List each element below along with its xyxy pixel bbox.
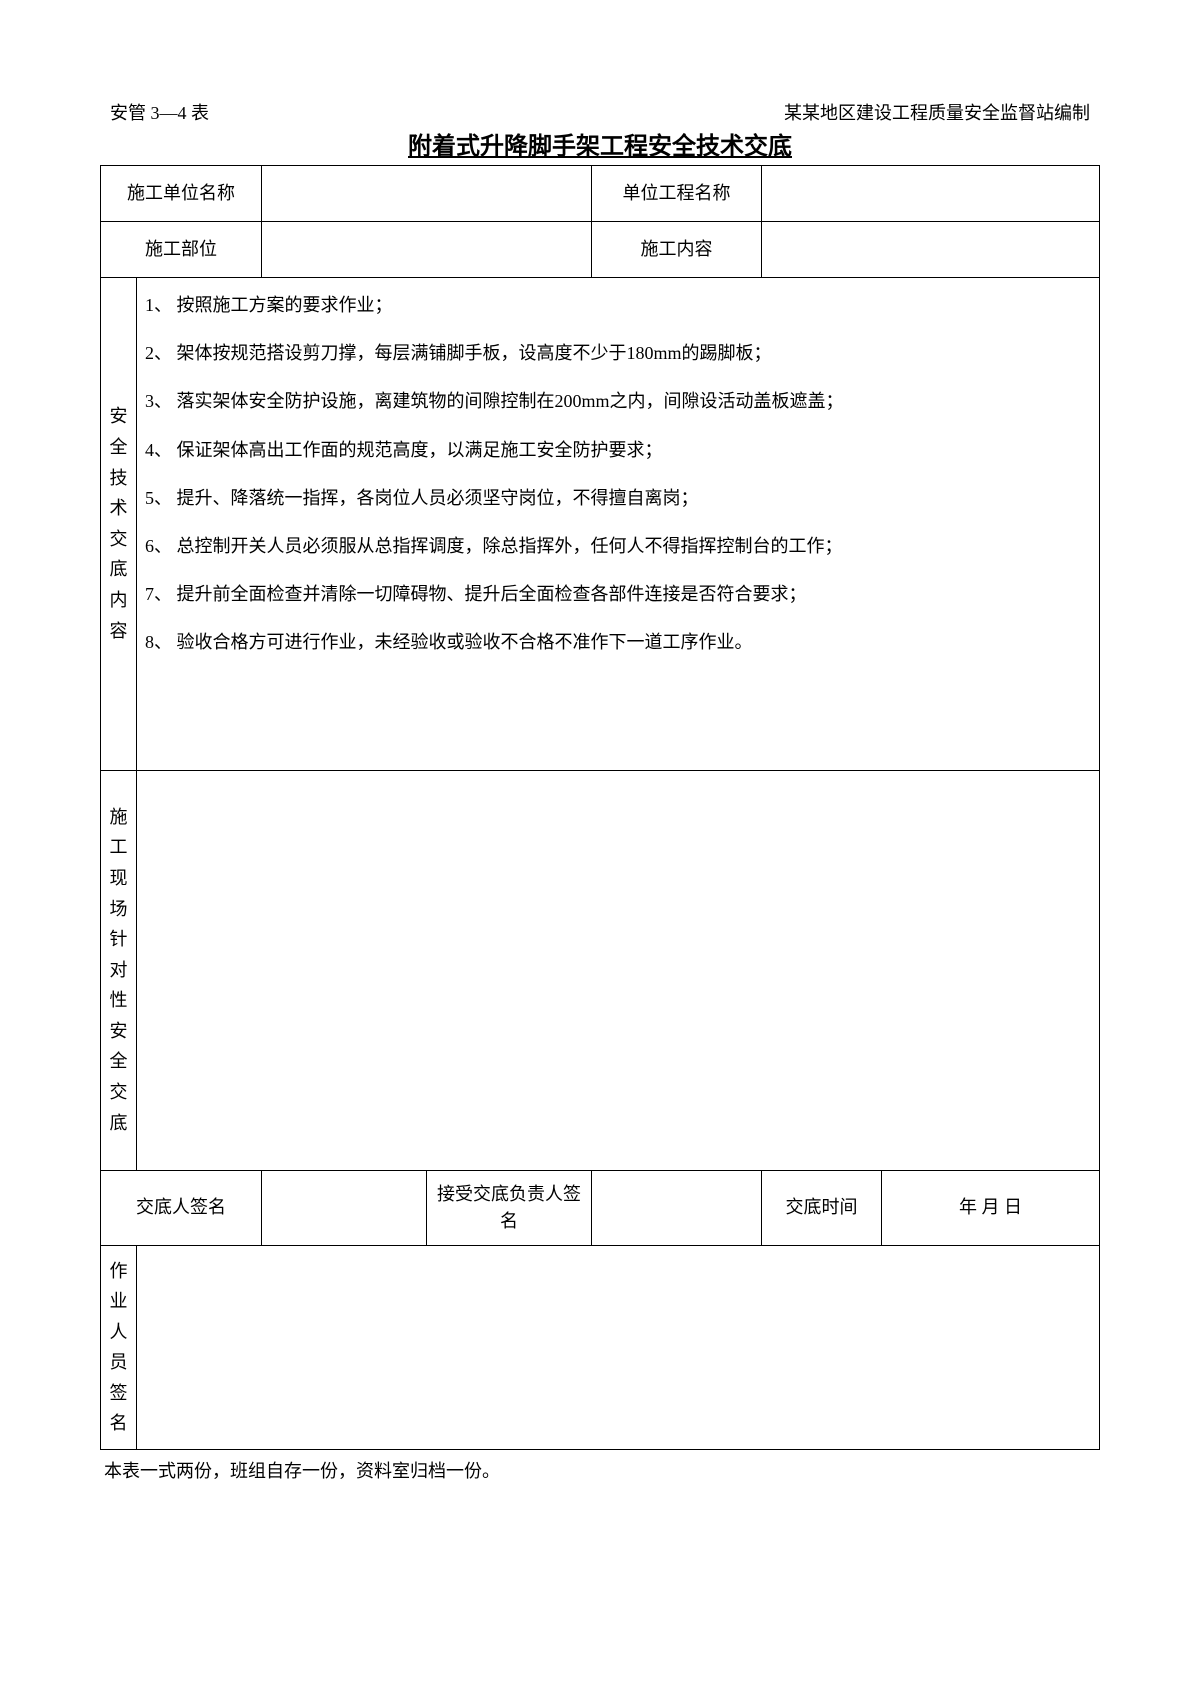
label-receiver-sign: 接受交底负责人签名 xyxy=(427,1170,592,1245)
row-workers-sign: 作业人员签名 xyxy=(101,1245,1100,1450)
row-construction-part: 施工部位 施工内容 xyxy=(101,222,1100,278)
label-project-name: 单位工程名称 xyxy=(592,166,762,222)
value-construction-unit xyxy=(262,166,592,222)
row-unit-name: 施工单位名称 单位工程名称 xyxy=(101,166,1100,222)
document-title: 附着式升降脚手架工程安全技术交底 xyxy=(100,129,1100,165)
safety-item: 5、 提升、降落统一指挥，各岗位人员必须坚守岗位，不得擅自离岗； xyxy=(145,481,1091,515)
label-workers-sign: 作业人员签名 xyxy=(101,1245,137,1450)
value-discloser-sign xyxy=(262,1170,427,1245)
safety-item: 3、 落实架体安全防护设施，离建筑物的间隙控制在200mm之内，间隙设活动盖板遮… xyxy=(145,384,1091,418)
value-project-name xyxy=(762,166,1100,222)
label-disclosure-time: 交底时间 xyxy=(762,1170,882,1245)
row-site-specific: 施工现场针对性安全交底 xyxy=(101,770,1100,1170)
row-signatures: 交底人签名 接受交底负责人签名 交底时间 年 月 日 xyxy=(101,1170,1100,1245)
header-right: 某某地区建设工程质量安全监督站编制 xyxy=(784,100,1090,127)
safety-item: 8、 验收合格方可进行作业，未经验收或验收不合格不准作下一道工序作业。 xyxy=(145,625,1091,659)
safety-item: 4、 保证架体高出工作面的规范高度，以满足施工安全防护要求； xyxy=(145,433,1091,467)
label-construction-unit: 施工单位名称 xyxy=(101,166,262,222)
footer-note: 本表一式两份，班组自存一份，资料室归档一份。 xyxy=(100,1458,1100,1485)
label-construction-content: 施工内容 xyxy=(592,222,762,278)
safety-item: 7、 提升前全面检查并清除一切障碍物、提升后全面检查各部件连接是否符合要求； xyxy=(145,577,1091,611)
value-disclosure-time: 年 月 日 xyxy=(882,1170,1100,1245)
value-construction-content xyxy=(762,222,1100,278)
main-table: 施工单位名称 单位工程名称 施工部位 施工内容 安全技术交底内容 1、 按照施工… xyxy=(100,165,1100,1450)
label-construction-part: 施工部位 xyxy=(101,222,262,278)
safety-item: 2、 架体按规范搭设剪刀撑，每层满铺脚手板，设高度不少于180mm的踢脚板； xyxy=(145,336,1091,370)
safety-item: 6、 总控制开关人员必须服从总指挥调度，除总指挥外，任何人不得指挥控制台的工作； xyxy=(145,529,1091,563)
header-row: 安管 3—4 表 某某地区建设工程质量安全监督站编制 xyxy=(100,100,1100,127)
value-construction-part xyxy=(262,222,592,278)
label-site-specific: 施工现场针对性安全交底 xyxy=(101,770,137,1170)
row-safety-content: 安全技术交底内容 1、 按照施工方案的要求作业； 2、 架体按规范搭设剪刀撑，每层… xyxy=(101,278,1100,771)
workers-sign-cell xyxy=(137,1245,1100,1450)
site-specific-cell xyxy=(137,770,1100,1170)
label-discloser-sign: 交底人签名 xyxy=(101,1170,262,1245)
label-safety-disclosure: 安全技术交底内容 xyxy=(101,278,137,771)
header-left: 安管 3—4 表 xyxy=(110,100,209,127)
safety-item: 1、 按照施工方案的要求作业； xyxy=(145,288,1091,322)
safety-content-cell: 1、 按照施工方案的要求作业； 2、 架体按规范搭设剪刀撑，每层满铺脚手板，设高度… xyxy=(137,278,1100,771)
value-receiver-sign xyxy=(592,1170,762,1245)
